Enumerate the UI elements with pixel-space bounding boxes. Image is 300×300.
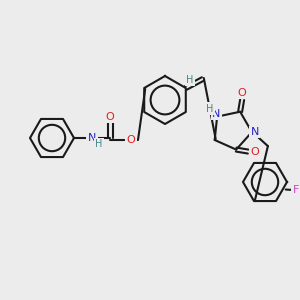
Text: O: O	[127, 135, 135, 145]
Text: O: O	[106, 112, 114, 122]
Text: O: O	[238, 88, 247, 98]
Text: F: F	[293, 185, 299, 195]
Text: N: N	[88, 133, 96, 143]
Text: H: H	[95, 139, 103, 149]
Text: N: N	[212, 109, 220, 118]
Text: H: H	[186, 75, 194, 85]
Text: H: H	[206, 103, 214, 114]
Text: O: O	[251, 147, 260, 157]
Text: N: N	[251, 127, 259, 137]
